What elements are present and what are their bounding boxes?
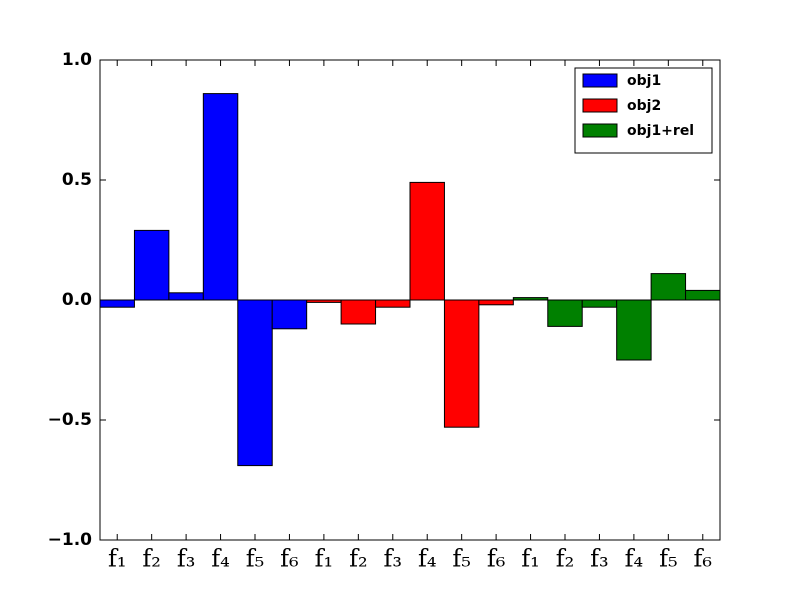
bar <box>237 299 273 467</box>
bar <box>133 229 170 301</box>
x-tick-label: f₃ <box>384 545 403 573</box>
x-tick-label: f₄ <box>625 545 644 573</box>
x-tick-label: f₆ <box>487 545 506 573</box>
x-tick-label: f₁ <box>108 545 127 573</box>
x-tick-label: f₃ <box>590 545 609 573</box>
bar <box>202 93 239 301</box>
plot-frame <box>99 59 721 541</box>
x-tick-label: f₅ <box>659 545 678 573</box>
legend-swatch <box>582 73 618 88</box>
x-tick-label: f₆ <box>694 545 713 573</box>
x-tick-label: f₄ <box>418 545 437 573</box>
bar <box>650 273 687 301</box>
x-tick-label: f₄ <box>211 545 230 573</box>
bar <box>271 299 308 330</box>
bar <box>685 289 721 301</box>
bar <box>306 299 342 303</box>
x-tick-label: f₅ <box>246 545 265 573</box>
bar <box>547 299 583 327</box>
bar <box>512 297 549 301</box>
x-tick-label: f₂ <box>142 545 161 573</box>
bar <box>375 299 411 308</box>
bar <box>168 292 204 301</box>
x-tick-label: f₃ <box>177 545 196 573</box>
x-tick-label: f₂ <box>556 545 575 573</box>
bar <box>478 299 514 306</box>
y-tick-label: −0.5 <box>48 410 92 430</box>
x-tick-label: f₁ <box>521 545 540 573</box>
legend-label: obj1+rel <box>627 123 694 139</box>
legend-label: obj2 <box>627 98 661 114</box>
legend-swatch <box>582 123 618 138</box>
bar <box>340 299 377 325</box>
legend-swatch <box>582 98 618 113</box>
x-tick-label: f₂ <box>349 545 368 573</box>
bar <box>443 299 480 428</box>
x-tick-label: f₁ <box>315 545 334 573</box>
y-tick-label: 1.0 <box>62 50 92 70</box>
legend-label: obj1 <box>627 73 661 89</box>
bar <box>616 299 652 361</box>
bar <box>581 299 618 308</box>
y-tick-label: 0.0 <box>62 290 92 310</box>
x-tick-label: f₅ <box>452 545 471 573</box>
y-tick-label: 0.5 <box>62 170 92 190</box>
bar <box>409 181 445 301</box>
y-tick-label: −1.0 <box>48 530 93 550</box>
x-tick-label: f₆ <box>280 545 299 573</box>
bar <box>99 299 135 308</box>
